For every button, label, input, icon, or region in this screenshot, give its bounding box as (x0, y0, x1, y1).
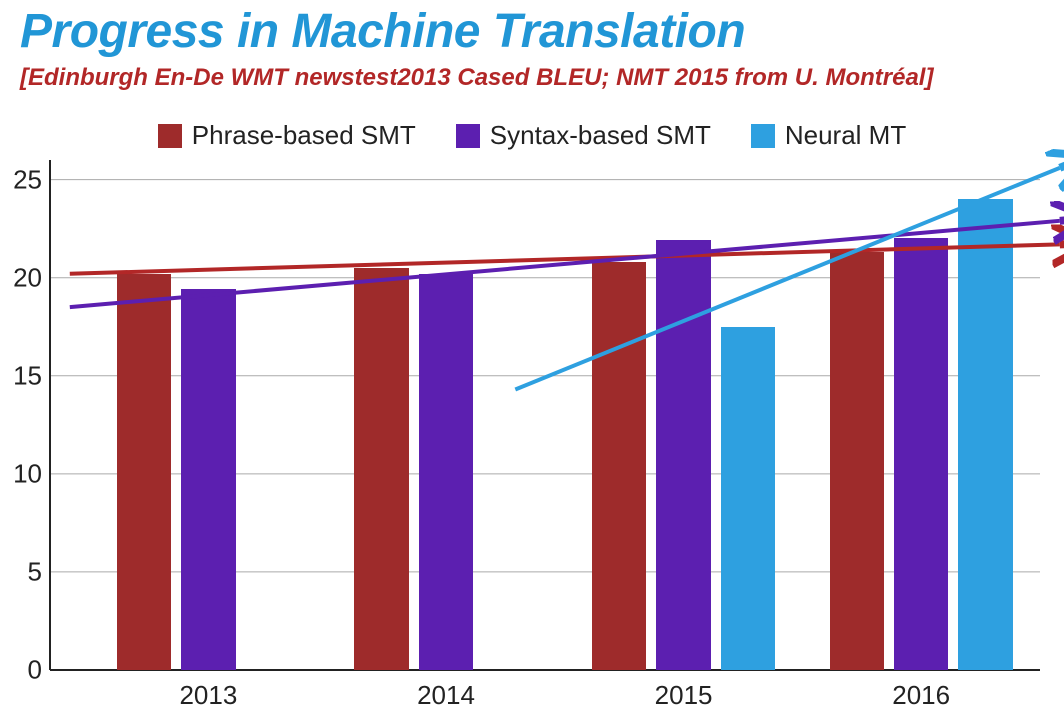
xtick-label: 2013 (179, 680, 237, 711)
ytick-label: 5 (28, 556, 42, 587)
chart-plot-area: 05101520252013201420152016 (50, 160, 1040, 670)
xtick-label: 2015 (655, 680, 713, 711)
xtick-label: 2014 (417, 680, 475, 711)
chart-title: Progress in Machine Translation (20, 4, 745, 59)
legend-label-phrase: Phrase-based SMT (192, 120, 416, 151)
legend-item-phrase: Phrase-based SMT (158, 120, 416, 151)
phrase-trend (70, 244, 1060, 273)
legend-label-syntax: Syntax-based SMT (490, 120, 711, 151)
syntax-trend (70, 221, 1060, 307)
ytick-label: 0 (28, 655, 42, 686)
legend-label-neural: Neural MT (785, 120, 906, 151)
ytick-label: 20 (13, 262, 42, 293)
legend-item-syntax: Syntax-based SMT (456, 120, 711, 151)
ytick-label: 15 (13, 360, 42, 391)
legend-swatch-syntax (456, 124, 480, 148)
legend: Phrase-based SMT Syntax-based SMT Neural… (0, 120, 1064, 151)
xtick-label: 2016 (892, 680, 950, 711)
chart-subtitle: [Edinburgh En-De WMT newstest2013 Cased … (20, 64, 933, 92)
chart-trend-arrows (50, 160, 1040, 670)
legend-swatch-phrase (158, 124, 182, 148)
legend-item-neural: Neural MT (751, 120, 906, 151)
ytick-label: 10 (13, 458, 42, 489)
legend-swatch-neural (751, 124, 775, 148)
ytick-label: 25 (13, 164, 42, 195)
neural-trend (515, 168, 1060, 390)
